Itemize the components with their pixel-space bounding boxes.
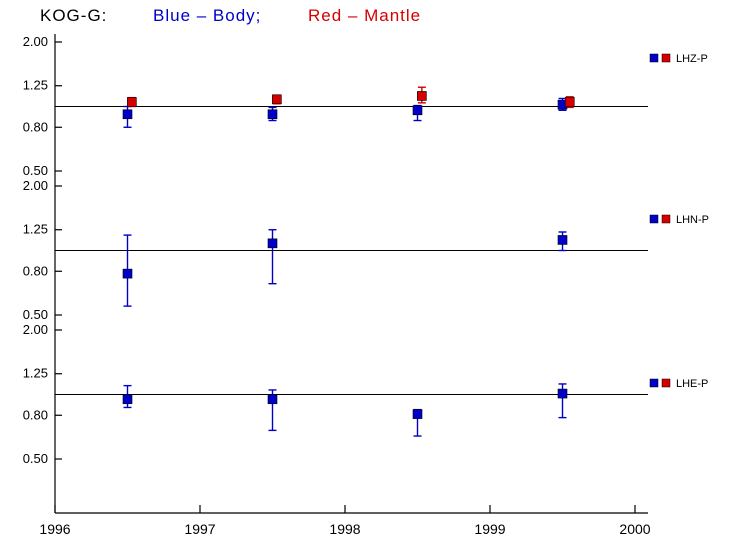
- y-tick-label: 0.80: [23, 263, 48, 278]
- legend-swatch-red: [661, 214, 671, 224]
- data-point-body: [557, 235, 568, 245]
- panel-legend-label: LHN-P: [676, 214, 709, 226]
- data-point-body: [122, 109, 133, 120]
- data-point-body: [122, 268, 133, 279]
- x-tick-label: 1997: [184, 521, 215, 537]
- legend-swatch-blue: [649, 378, 659, 388]
- panel-legend-label: LHZ-P: [676, 53, 708, 65]
- data-point-body: [557, 388, 568, 399]
- data-point-body: [267, 394, 278, 405]
- data-point-mantle: [272, 94, 282, 105]
- y-tick-label: 1.25: [23, 222, 48, 237]
- x-tick-label: 2000: [619, 521, 650, 537]
- data-point-body: [412, 409, 423, 419]
- legend-swatch-blue: [649, 53, 659, 63]
- y-tick-label: 0.50: [23, 163, 48, 178]
- mantle-wave-title-label: Red – Mantle: [308, 6, 422, 25]
- data-point-body: [267, 238, 278, 249]
- y-tick-label: 2.00: [23, 322, 48, 337]
- data-point-body: [412, 105, 423, 116]
- data-point-mantle: [564, 97, 575, 107]
- x-tick-label: 1996: [39, 521, 70, 537]
- body-wave-title-label: Blue – Body;: [153, 6, 262, 25]
- x-tick-label: 1998: [329, 521, 360, 537]
- legend-swatch-red: [661, 378, 671, 388]
- y-tick-label: 1.25: [23, 366, 48, 381]
- figure-title: KOG-G: Blue – Body; Red – Mantle: [0, 6, 733, 32]
- y-tick-label: 0.50: [23, 307, 48, 322]
- legend-swatch-red: [661, 53, 671, 63]
- x-tick-label: 1999: [474, 521, 505, 537]
- legend-swatch-blue: [649, 214, 659, 224]
- panel-legend-label: LHE-P: [676, 378, 708, 390]
- y-tick-label: 0.80: [23, 119, 48, 134]
- station-name: KOG-G:: [40, 6, 108, 25]
- data-point-mantle: [417, 91, 427, 101]
- y-tick-label: 0.50: [23, 451, 48, 466]
- y-tick-label: 2.00: [23, 178, 48, 193]
- y-tick-label: 1.25: [23, 78, 48, 93]
- data-point-body: [267, 109, 278, 120]
- data-point-body: [122, 394, 133, 405]
- y-tick-label: 2.00: [23, 34, 48, 49]
- data-point-mantle: [127, 97, 137, 107]
- y-tick-label: 0.80: [23, 407, 48, 422]
